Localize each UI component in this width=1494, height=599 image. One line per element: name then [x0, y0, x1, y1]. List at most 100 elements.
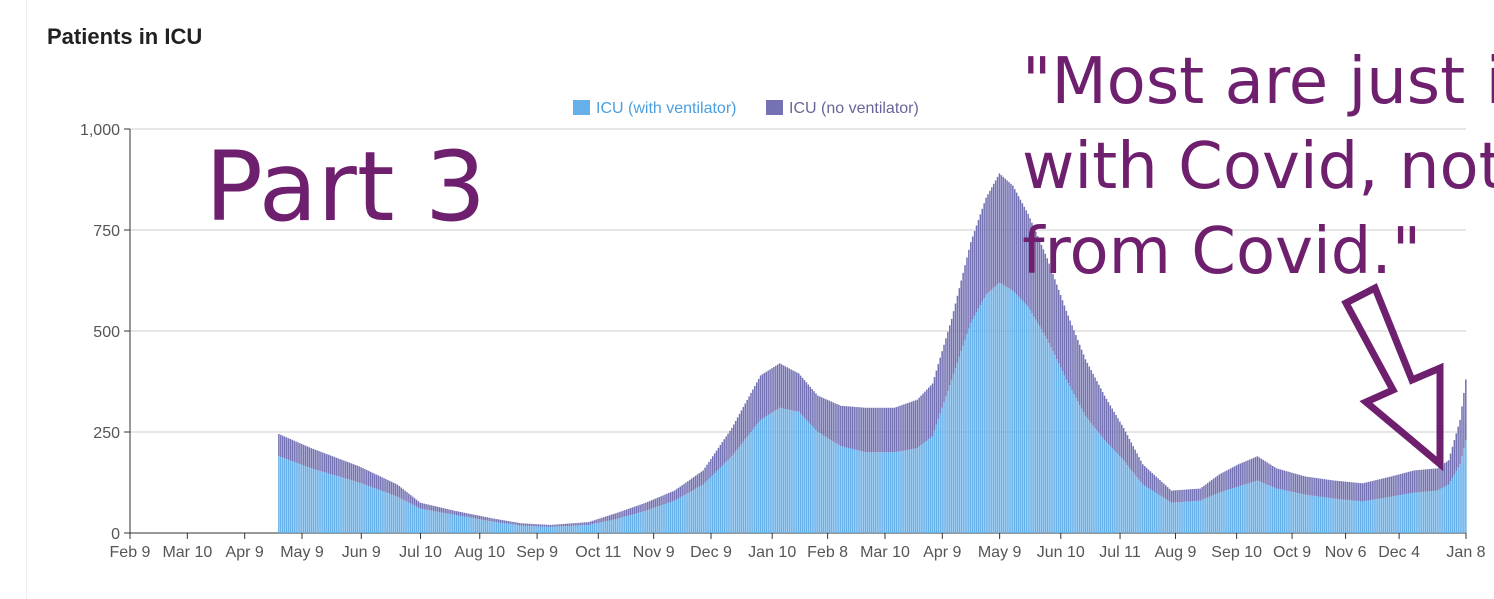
- bar-no-ventilator: [301, 444, 303, 465]
- bar-no-ventilator: [339, 459, 341, 477]
- bar-with-ventilator: [803, 417, 806, 533]
- bar-with-ventilator: [895, 451, 898, 533]
- bar-no-ventilator: [1390, 476, 1393, 497]
- bar-no-ventilator: [771, 368, 773, 413]
- bar-with-ventilator: [1132, 472, 1135, 533]
- bar-with-ventilator: [419, 508, 422, 533]
- bar-with-ventilator: [1237, 486, 1240, 533]
- bar-with-ventilator: [994, 285, 997, 533]
- bar-no-ventilator: [1145, 467, 1148, 487]
- bar-no-ventilator: [1277, 468, 1280, 489]
- bar-no-ventilator: [721, 442, 724, 466]
- bar-no-ventilator: [390, 481, 393, 495]
- bar-with-ventilator: [591, 524, 594, 533]
- bar-no-ventilator: [1323, 479, 1326, 498]
- bar-with-ventilator: [603, 521, 605, 533]
- bar-no-ventilator: [878, 407, 880, 453]
- bar-with-ventilator: [404, 500, 406, 533]
- bar-with-ventilator: [834, 442, 836, 533]
- bar-with-ventilator: [1235, 487, 1238, 533]
- bar-with-ventilator: [350, 480, 353, 533]
- bar-with-ventilator: [694, 488, 697, 533]
- x-tick-label: May 9: [280, 544, 324, 561]
- x-tick-label: Sep 10: [1211, 544, 1262, 561]
- bar-no-ventilator: [790, 369, 792, 411]
- bar-with-ventilator: [1335, 498, 1337, 533]
- bar-with-ventilator: [673, 500, 676, 533]
- bar-no-ventilator: [794, 371, 796, 411]
- bar-with-ventilator: [614, 519, 617, 533]
- bar-no-ventilator: [1296, 474, 1299, 494]
- bar-with-ventilator: [826, 437, 829, 533]
- bar-no-ventilator: [1361, 483, 1364, 502]
- bar-with-ventilator: [1038, 326, 1041, 533]
- bar-with-ventilator: [1111, 448, 1113, 533]
- bar-with-ventilator: [939, 413, 941, 533]
- bar-with-ventilator: [522, 525, 525, 533]
- bar-no-ventilator: [1012, 185, 1014, 291]
- bar-with-ventilator: [1216, 493, 1219, 533]
- bar-with-ventilator: [377, 489, 380, 533]
- bar-with-ventilator: [849, 448, 852, 533]
- bar-with-ventilator: [922, 443, 924, 533]
- bar-no-ventilator: [1088, 366, 1091, 421]
- legend-swatch: [573, 100, 590, 115]
- bar-with-ventilator: [977, 308, 980, 533]
- bar-no-ventilator: [805, 382, 808, 420]
- bar-no-ventilator: [887, 407, 890, 453]
- bar-no-ventilator: [939, 357, 941, 414]
- bar-with-ventilator: [1346, 499, 1349, 533]
- bar-no-ventilator: [543, 524, 546, 527]
- bar-with-ventilator: [1375, 499, 1377, 533]
- bar-with-ventilator: [656, 506, 659, 533]
- bar-no-ventilator: [497, 519, 500, 523]
- bar-with-ventilator: [1348, 500, 1350, 533]
- bar-no-ventilator: [1178, 490, 1180, 503]
- bar-with-ventilator: [629, 515, 632, 533]
- bar-no-ventilator: [1174, 490, 1177, 503]
- bar-no-ventilator: [727, 433, 729, 461]
- bar-no-ventilator: [1155, 476, 1157, 494]
- bar-with-ventilator: [400, 498, 402, 533]
- bar-with-ventilator: [1233, 487, 1236, 533]
- bar-no-ventilator: [517, 522, 519, 526]
- bar-no-ventilator: [694, 475, 697, 489]
- bar-with-ventilator: [908, 449, 911, 533]
- bar-no-ventilator: [421, 503, 424, 510]
- bar-no-ventilator: [486, 517, 488, 521]
- bar-no-ventilator: [1176, 490, 1178, 503]
- bar-with-ventilator: [497, 522, 500, 533]
- bar-no-ventilator: [1369, 481, 1372, 501]
- bar-with-ventilator: [746, 436, 748, 533]
- bar-with-ventilator: [1352, 500, 1354, 533]
- bar-no-ventilator: [1426, 469, 1429, 492]
- bar-with-ventilator: [367, 486, 370, 533]
- bar-with-ventilator: [635, 513, 638, 533]
- bar-with-ventilator: [1166, 500, 1169, 533]
- bar-with-ventilator: [1272, 486, 1274, 533]
- bar-with-ventilator: [767, 415, 769, 533]
- bar-with-ventilator: [1012, 290, 1014, 533]
- bar-with-ventilator: [647, 510, 649, 533]
- bar-no-ventilator: [549, 524, 552, 527]
- bar-with-ventilator: [492, 521, 494, 533]
- bar-with-ventilator: [620, 517, 622, 533]
- bar-with-ventilator: [1442, 487, 1444, 533]
- bar-no-ventilator: [1166, 487, 1169, 501]
- bar-with-ventilator: [1243, 484, 1245, 533]
- bar-no-ventilator: [574, 523, 576, 526]
- bar-no-ventilator: [981, 208, 984, 302]
- bar-no-ventilator: [1348, 481, 1350, 501]
- bar-with-ventilator: [549, 526, 552, 533]
- bar-no-ventilator: [1430, 468, 1433, 492]
- bar-with-ventilator: [1220, 491, 1222, 533]
- bar-no-ventilator: [1382, 478, 1385, 498]
- bar-no-ventilator: [1187, 489, 1190, 502]
- bar-no-ventilator: [1057, 289, 1060, 364]
- bar-with-ventilator: [1096, 430, 1098, 533]
- bar-with-ventilator: [1405, 493, 1408, 533]
- bar-with-ventilator: [805, 419, 808, 533]
- bar-no-ventilator: [1294, 473, 1297, 493]
- bar-no-ventilator: [583, 522, 586, 526]
- bar-with-ventilator: [973, 315, 976, 533]
